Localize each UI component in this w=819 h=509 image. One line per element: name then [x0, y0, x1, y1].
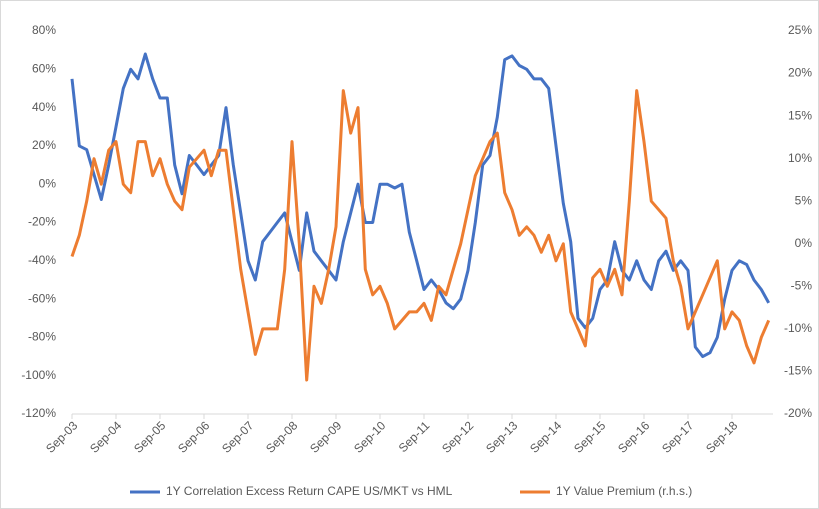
y2-tick-label: 25%	[788, 23, 812, 37]
y-tick-label: 60%	[32, 61, 56, 75]
y2-tick-label: 5%	[795, 193, 813, 207]
y-tick-label: -20%	[28, 215, 56, 229]
y2-tick-label: -5%	[791, 279, 813, 293]
legend-label: 1Y Correlation Excess Return CAPE US/MKT…	[166, 484, 453, 498]
y2-tick-label: 15%	[788, 108, 812, 122]
y-tick-label: -40%	[28, 253, 56, 267]
y-tick-label: -80%	[28, 330, 56, 344]
y-tick-label: 0%	[39, 176, 57, 190]
y2-tick-label: -20%	[784, 406, 812, 420]
y-tick-label: -60%	[28, 291, 56, 305]
y2-tick-label: -15%	[784, 364, 812, 378]
y-tick-label: 20%	[32, 138, 56, 152]
y2-tick-label: 10%	[788, 151, 812, 165]
y-tick-label: 80%	[32, 23, 56, 37]
y-tick-label: -100%	[21, 368, 56, 382]
y-tick-label: 40%	[32, 100, 56, 114]
y2-tick-label: -10%	[784, 321, 812, 335]
y-tick-label: -120%	[21, 406, 56, 420]
legend-label: 1Y Value Premium (r.h.s.)	[556, 484, 692, 498]
y2-tick-label: 0%	[795, 236, 813, 250]
y2-tick-label: 20%	[788, 66, 812, 80]
series-line	[70, 52, 771, 359]
series-line	[70, 89, 771, 382]
